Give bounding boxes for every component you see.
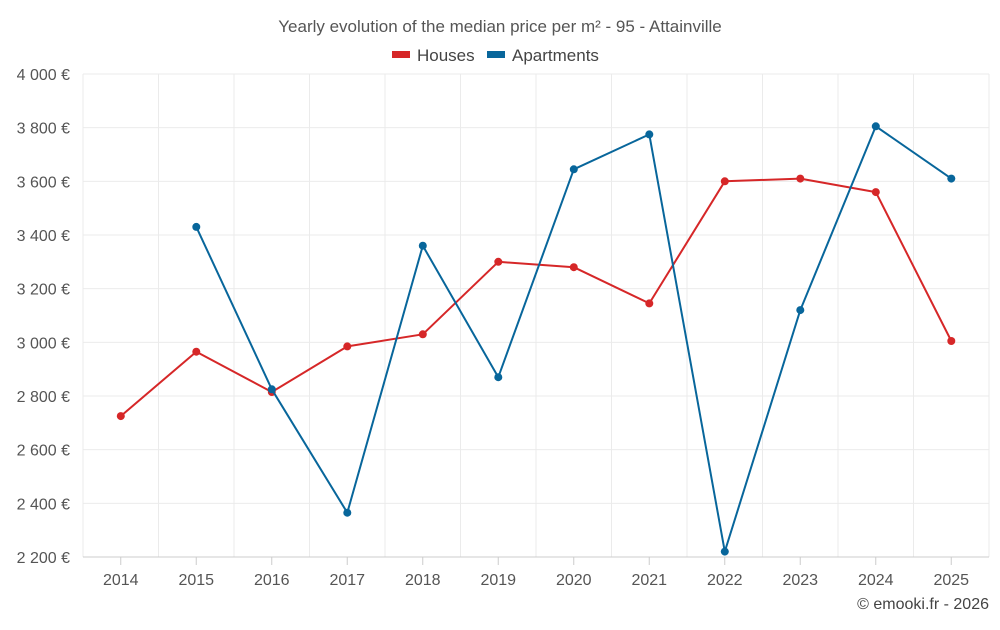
data-point-apartments: [796, 306, 805, 315]
chart-title: Yearly evolution of the median price per…: [278, 17, 722, 36]
data-point-apartments: [947, 174, 956, 183]
data-point-houses: [192, 347, 201, 356]
y-tick-label: 3 600 €: [17, 174, 70, 191]
x-tick-label: 2014: [103, 572, 139, 589]
data-point-apartments: [645, 130, 654, 139]
data-point-apartments: [569, 165, 578, 174]
legend-label-houses: Houses: [417, 46, 475, 65]
data-point-houses: [343, 342, 352, 351]
data-point-houses: [720, 177, 729, 186]
data-point-houses: [947, 337, 956, 345]
y-tick-label: 2 800 €: [17, 389, 70, 406]
data-point-apartments: [418, 241, 427, 250]
legend-swatch-houses: [392, 51, 410, 58]
y-tick-label: 2 200 €: [17, 550, 70, 567]
x-tick-label: 2017: [329, 572, 365, 589]
data-point-apartments: [720, 547, 729, 556]
x-tick-label: 2015: [178, 572, 214, 589]
x-tick-label: 2020: [556, 572, 592, 589]
axes: 2 200 € 2 400 € 2 600 € 2 800 € 3 000 € 3 200…: [17, 67, 989, 589]
data-point-apartments: [343, 508, 352, 517]
data-point-houses: [569, 263, 578, 272]
data-point-houses: [871, 188, 880, 197]
x-tick-label: 2022: [707, 572, 743, 589]
data-point-apartments: [871, 122, 880, 131]
y-tick-label: 3 800 €: [17, 121, 70, 138]
data-point-apartments: [192, 222, 201, 231]
y-tick-label: 2 600 €: [17, 443, 70, 460]
legend-item-apartments[interactable]: Apartments: [487, 46, 599, 65]
series: [116, 122, 956, 556]
data-point-apartments: [494, 373, 503, 382]
y-tick-label: 2 400 €: [17, 496, 70, 513]
series-line-houses: [120, 177, 953, 417]
data-point-houses: [645, 299, 654, 308]
legend-item-houses[interactable]: Houses: [392, 46, 475, 65]
x-tick-label: 2025: [933, 572, 969, 589]
x-tick-label: 2024: [858, 572, 894, 589]
x-tick-label: 2019: [480, 572, 516, 589]
y-tick-label: 4 000 €: [17, 67, 70, 84]
x-tick-label: 2016: [254, 572, 290, 589]
legend: Houses Apartments: [392, 46, 599, 65]
x-tick-label: 2023: [782, 572, 818, 589]
grid: [82, 73, 990, 557]
data-point-houses: [418, 330, 427, 339]
credit-text: © emooki.fr - 2026: [857, 596, 989, 613]
y-tick-label: 3 400 €: [17, 228, 70, 245]
x-tick-label: 2018: [405, 572, 441, 589]
legend-swatch-apartments: [487, 51, 505, 58]
legend-label-apartments: Apartments: [512, 46, 599, 65]
x-tick-label: 2021: [631, 572, 667, 589]
data-point-houses: [796, 174, 805, 183]
data-point-apartments: [267, 385, 276, 394]
y-tick-label: 3 000 €: [17, 335, 70, 352]
y-tick-label: 3 200 €: [17, 282, 70, 299]
data-point-houses: [116, 412, 125, 421]
data-point-houses: [494, 257, 503, 266]
